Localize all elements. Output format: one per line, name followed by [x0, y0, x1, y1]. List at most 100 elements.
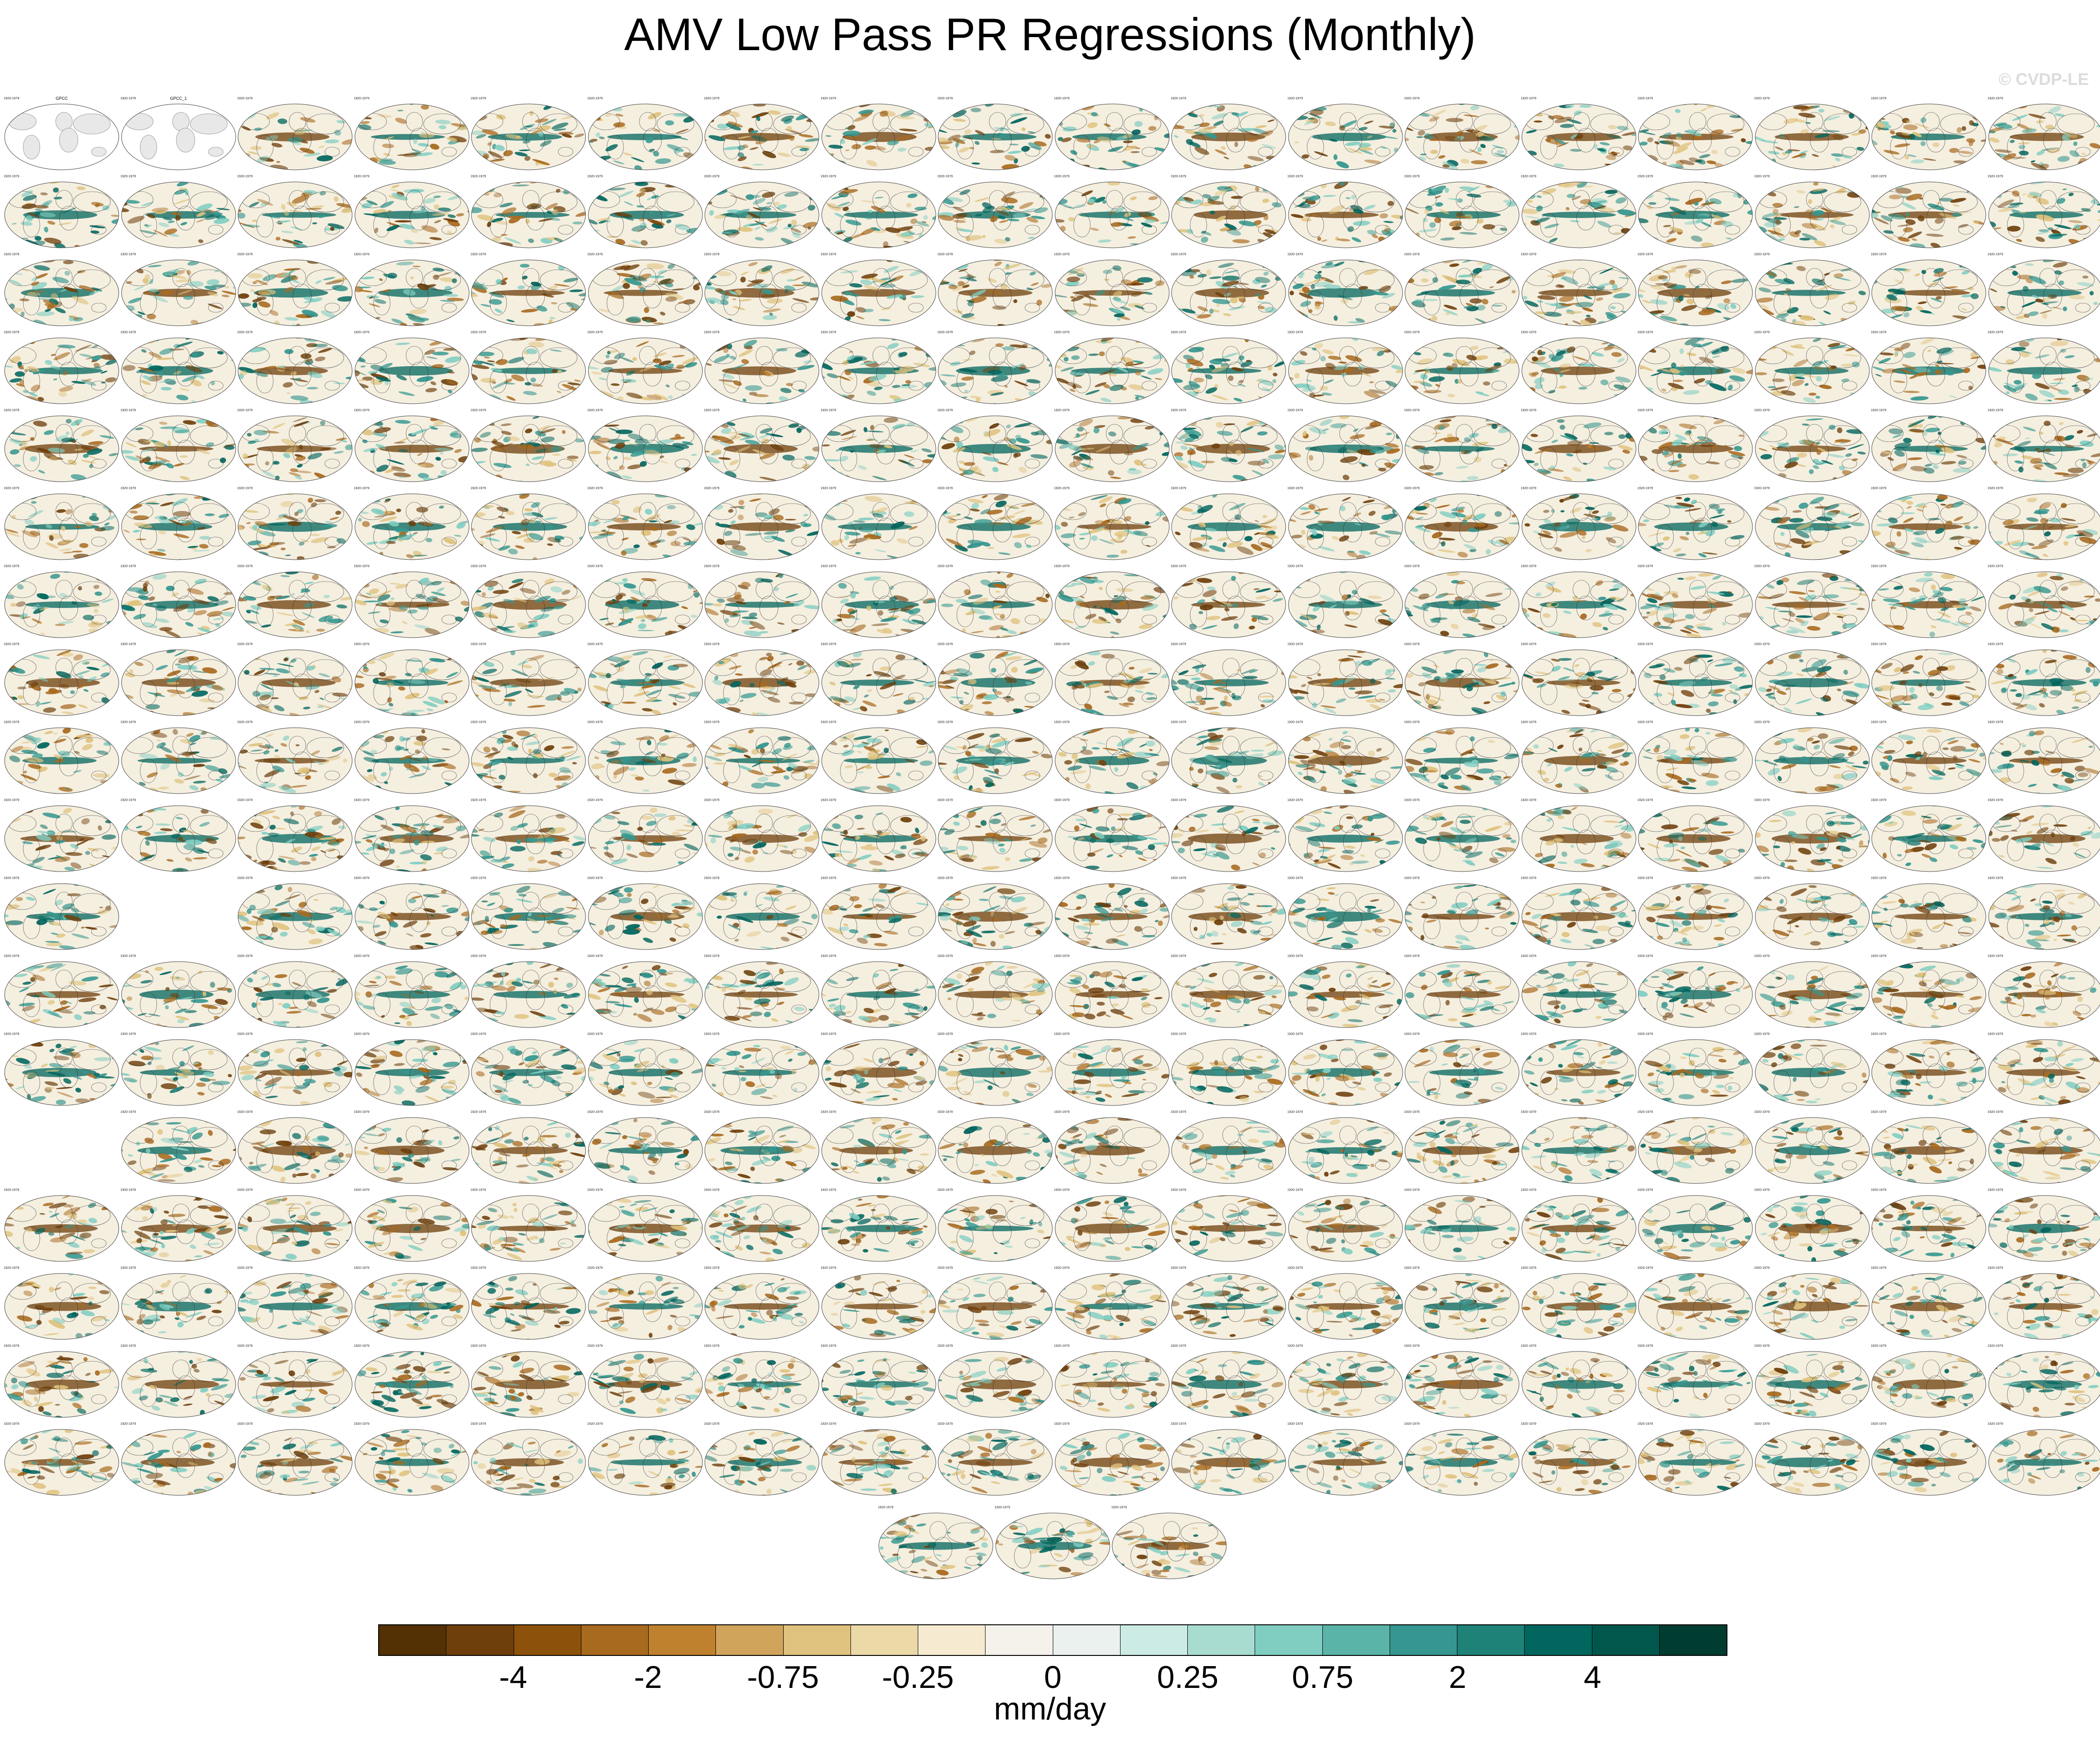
- model-map-panel: 1920-1979: [1171, 876, 1287, 950]
- colorbar-swatch: [1457, 1625, 1525, 1655]
- panel-years: 1920-1979: [1288, 876, 1303, 880]
- model-map-panel: 1920-1979: [704, 1422, 820, 1496]
- model-map-panel: 1920-1979: [821, 1032, 937, 1106]
- model-map-panel: 1920-1979: [1988, 1188, 2100, 1262]
- model-map-panel: 1920-1979: [1521, 1110, 1637, 1184]
- model-map-panel: 1920-1979: [704, 876, 820, 950]
- precip-regression-map: [588, 1195, 702, 1262]
- model-map-panel: 1920-1979: [470, 798, 586, 872]
- precip-regression-map: [1638, 103, 1753, 170]
- model-map-panel: 1920-1979: [704, 1344, 820, 1418]
- model-map-panel: 1920-1979: [1871, 876, 1987, 950]
- panel-years: 1920-1979: [821, 174, 836, 179]
- model-map-panel: 1920-1979: [937, 876, 1053, 950]
- model-map-panel: 1920-1979: [1171, 1344, 1287, 1418]
- panel-years: 1920-1979: [1171, 1032, 1186, 1036]
- panel-years: 1920-1979: [821, 1344, 836, 1348]
- model-map-panel: 1920-1979: [1054, 1344, 1170, 1418]
- precip-regression-map: [1871, 727, 1986, 794]
- precip-regression-map: [1171, 883, 1286, 950]
- model-map-panel: 1920-1979: [237, 1188, 353, 1262]
- panel-years: 1920-1979: [704, 252, 719, 257]
- panel-years: 1920-1979: [354, 97, 369, 101]
- precip-regression-map: [471, 1429, 586, 1496]
- model-map-panel: 1920-1979: [1171, 954, 1287, 1028]
- precip-regression-map: [354, 961, 469, 1028]
- panel-years: 1920-1979: [1754, 1110, 1770, 1114]
- precip-regression-map: [1988, 493, 2100, 560]
- model-map-panel: 1920-1979: [821, 564, 937, 639]
- precip-regression-map: [1988, 571, 2100, 638]
- panel-years: 1920-1979: [1054, 876, 1069, 880]
- model-map-panel: 1920-1979: [821, 330, 937, 405]
- panel-years: 1920-1979: [4, 252, 19, 257]
- panel-years: 1920-1979: [704, 1110, 719, 1114]
- panel-years: 1920-1979: [937, 1032, 953, 1036]
- panel-years: 1920-1979: [1521, 252, 1536, 257]
- panel-years: 1920-1979: [470, 1344, 486, 1348]
- panel-years: 1920-1979: [1171, 1188, 1186, 1192]
- panel-years: 1920-1979: [704, 486, 719, 491]
- panel-years: 1920-1979: [237, 1032, 252, 1036]
- precip-regression-map: [1871, 883, 1986, 950]
- precip-regression-map: [938, 883, 1053, 950]
- precip-regression-map: [1171, 649, 1286, 716]
- panel-years: 1920-1979: [470, 252, 486, 257]
- panel-years: 1920-1979: [470, 1266, 486, 1270]
- precip-regression-map: [821, 961, 936, 1028]
- precip-regression-map: [4, 961, 119, 1028]
- model-map-panel: 1920-1979: [1637, 564, 1753, 639]
- panel-years: 1920-1979: [1288, 1188, 1303, 1192]
- model-map-panel: 1920-1979: [1871, 174, 1987, 249]
- panel-years: 1920-1979: [587, 330, 603, 335]
- model-map-panel: 1920-1979: [587, 798, 703, 872]
- model-map-panel: 1920-1979: [1754, 252, 1870, 327]
- panel-years: 1920-1979: [821, 408, 836, 413]
- precip-regression-map: [588, 727, 702, 794]
- model-map-panel: 1920-1979: [354, 408, 470, 483]
- precip-regression-map: [1404, 571, 1520, 638]
- model-map-panel: 1920-1979: [121, 642, 237, 717]
- precip-regression-map: [938, 1039, 1053, 1106]
- panel-years: 1920-1979: [1288, 486, 1303, 491]
- precip-regression-map: [1288, 727, 1403, 794]
- panel-years: 1920-1979: [354, 1188, 369, 1192]
- model-map-panel: 1920-1979: [937, 1188, 1053, 1262]
- model-map-panel: 1920-1979: [121, 1188, 237, 1262]
- colorbar-swatch: [379, 1625, 447, 1655]
- model-map-panel: 1920-1979: [1054, 330, 1170, 405]
- panel-years: 1920-1979: [937, 876, 953, 880]
- model-map-panel: 1920-1979: [587, 1422, 703, 1496]
- panel-years: 1920-1979: [1054, 1188, 1069, 1192]
- precip-regression-map: [1055, 493, 1169, 560]
- model-map-panel: 1920-1979: [937, 954, 1053, 1028]
- precip-regression-map: [1288, 337, 1403, 404]
- model-map-panel: 1920-1979: [1637, 1188, 1753, 1262]
- colorbar-units: mm/day: [0, 1691, 2100, 1727]
- precip-regression-map: [121, 649, 236, 716]
- precip-regression-map: [938, 1117, 1053, 1184]
- model-map-panel: 1920-1979: [704, 97, 820, 171]
- model-map-panel: 1920-1979: [1054, 1110, 1170, 1184]
- panel-years: 1920-1979: [704, 1344, 719, 1348]
- precip-regression-map: [704, 1351, 819, 1418]
- model-map-panel: 1920-1979: [1171, 174, 1287, 249]
- precip-regression-map: [238, 181, 353, 248]
- panel-years: 1920-1979: [121, 1266, 136, 1270]
- panel-years: 1920-1979: [704, 1032, 719, 1036]
- panel-years: 1920-1979: [1754, 252, 1770, 257]
- panel-years: 1920-1979: [1404, 1422, 1419, 1426]
- model-map-panel: 1920-1979: [1054, 1032, 1170, 1106]
- panel-years: 1920-1979: [121, 330, 136, 335]
- precip-regression-map: [1171, 1039, 1286, 1106]
- model-map-panel: 1920-1979: [4, 1422, 120, 1496]
- panel-years: 1920-1979: [704, 1422, 719, 1426]
- precip-regression-map: [1871, 1117, 1986, 1184]
- colorbar-swatch: [1188, 1625, 1256, 1655]
- model-map-panel: 1920-1979: [121, 720, 237, 795]
- model-map-panel: 1920-1979: [121, 486, 237, 561]
- panel-years: 1920-1979: [821, 486, 836, 491]
- model-map-panel: 1920-1979: [470, 174, 586, 249]
- panel-years: 1920-1979: [470, 1422, 486, 1426]
- model-map-panel: 1920-1979: [1871, 1344, 1987, 1418]
